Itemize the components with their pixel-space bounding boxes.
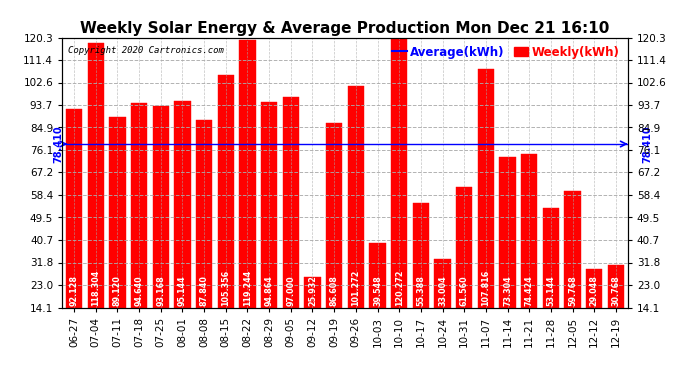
Text: 120.272: 120.272 [395, 270, 404, 306]
Text: 73.304: 73.304 [503, 276, 512, 306]
Text: 29.048: 29.048 [590, 275, 599, 306]
Bar [196, 120, 213, 308]
Bar [66, 109, 82, 307]
Text: 97.000: 97.000 [286, 276, 295, 306]
Text: 93.168: 93.168 [156, 276, 165, 306]
Bar [477, 69, 494, 308]
Bar [348, 86, 364, 308]
Text: 95.144: 95.144 [178, 276, 187, 306]
Bar [131, 103, 147, 308]
Text: 89.120: 89.120 [113, 275, 122, 306]
Bar [239, 40, 255, 308]
Text: 61.560: 61.560 [460, 276, 469, 306]
Bar [88, 43, 103, 308]
Bar [261, 102, 277, 308]
Text: 92.128: 92.128 [70, 275, 79, 306]
Text: 25.932: 25.932 [308, 275, 317, 306]
Bar [175, 102, 190, 308]
Bar [543, 208, 559, 308]
Text: 94.864: 94.864 [265, 276, 274, 306]
Text: 30.768: 30.768 [611, 276, 620, 306]
Text: 86.608: 86.608 [330, 275, 339, 306]
Text: 39.548: 39.548 [373, 276, 382, 306]
Bar [435, 260, 451, 308]
Bar [500, 157, 515, 308]
Bar [586, 270, 602, 308]
Text: 94.640: 94.640 [135, 276, 144, 306]
Legend: Average(kWh), Weekly(kWh): Average(kWh), Weekly(kWh) [390, 44, 622, 61]
Bar [304, 278, 321, 308]
Bar [109, 117, 126, 308]
Bar [608, 265, 624, 308]
Text: 59.768: 59.768 [568, 276, 577, 306]
Bar [326, 123, 342, 308]
Text: 107.816: 107.816 [482, 270, 491, 306]
Text: 101.272: 101.272 [351, 270, 360, 306]
Text: 78.410: 78.410 [642, 125, 652, 163]
Text: 74.424: 74.424 [525, 276, 534, 306]
Text: 78.410: 78.410 [53, 125, 63, 163]
Bar [217, 75, 234, 308]
Title: Weekly Solar Energy & Average Production Mon Dec 21 16:10: Weekly Solar Energy & Average Production… [80, 21, 610, 36]
Bar [564, 191, 581, 308]
Bar [152, 106, 169, 308]
Text: 53.144: 53.144 [546, 276, 555, 306]
Text: 119.244: 119.244 [243, 270, 252, 306]
Bar [456, 187, 473, 308]
Text: 55.388: 55.388 [416, 275, 425, 306]
Bar [391, 38, 407, 308]
Bar [413, 202, 429, 308]
Bar [283, 97, 299, 308]
Text: Copyright 2020 Cartronics.com: Copyright 2020 Cartronics.com [68, 46, 224, 55]
Text: 118.304: 118.304 [91, 270, 100, 306]
Text: 105.356: 105.356 [221, 270, 230, 306]
Bar [369, 243, 386, 308]
Text: 33.004: 33.004 [438, 276, 447, 306]
Bar [521, 154, 538, 308]
Text: 87.840: 87.840 [199, 275, 208, 306]
